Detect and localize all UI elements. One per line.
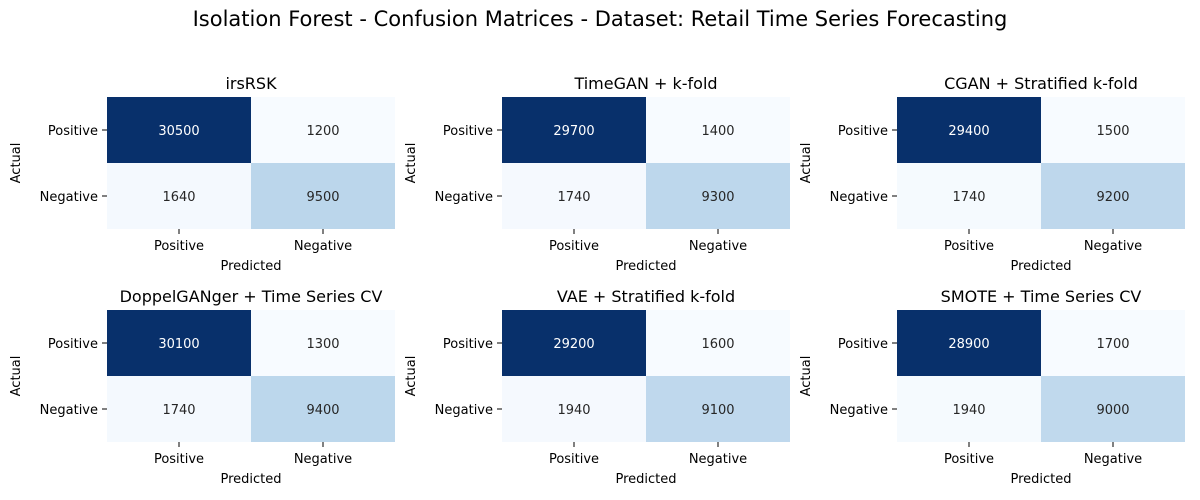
y-tick-label: Positive [838,124,888,139]
heatmap-cell [1041,376,1185,442]
heatmap-cell [107,163,251,229]
cell-value-label: 9100 [701,403,734,418]
cell-value-label: 9300 [701,190,734,205]
x-tick-label: Positive [549,452,599,467]
cell-value-label: 1740 [952,190,985,205]
x-tick-label: Positive [154,452,204,467]
cell-value-label: 29700 [553,124,594,139]
y-axis-label: Actual [404,356,419,397]
matrix-panel-2: TimeGAN + k-fold 29700 1400 1740 9300 Positiv… [404,74,790,274]
x-tick-label: Positive [549,239,599,254]
cell-value-label: 30500 [158,124,199,139]
x-axis-label: Predicted [615,472,676,487]
heatmap-cell [897,376,1041,442]
cell-value-label: 9200 [1096,190,1129,205]
y-tick-label: Negative [40,403,98,418]
y-axis-label: Actual [799,143,814,184]
matrix-panel-6: SMOTE + Time Series CV 28900 1700 1940 9000 P… [799,287,1185,487]
cell-value-label: 1940 [952,403,985,418]
x-axis-label: Predicted [220,472,281,487]
heatmap-cell [107,376,251,442]
cell-value-label: 29400 [948,124,989,139]
heatmap-cell [502,97,646,163]
y-tick-label: Negative [435,190,493,205]
panel-title: DoppelGANger + Time Series CV [120,287,383,306]
y-tick-label: Negative [40,190,98,205]
cell-value-label: 1740 [557,190,590,205]
matrix-panels: irsRSK 30500 1200 1640 9500 Positive Negative P… [9,74,1185,487]
heatmap-cell [1041,310,1185,376]
heatmap-cell [897,97,1041,163]
x-tick-label: Negative [294,452,352,467]
y-tick-label: Positive [443,337,493,352]
cell-value-label: 28900 [948,337,989,352]
x-tick-label: Negative [294,239,352,254]
y-axis-label: Actual [799,356,814,397]
cell-value-label: 1300 [306,337,339,352]
x-tick-label: Positive [154,239,204,254]
heatmap-cell [646,97,790,163]
heatmap-cell [107,97,251,163]
y-axis-label: Actual [9,356,24,397]
y-tick-label: Positive [838,337,888,352]
y-tick-label: Positive [443,124,493,139]
cell-value-label: 1740 [162,403,195,418]
panel-title: VAE + Stratified k-fold [557,287,735,306]
panel-title: irsRSK [225,74,277,93]
cell-value-label: 29200 [553,337,594,352]
x-axis-label: Predicted [1010,472,1071,487]
panel-title: SMOTE + Time Series CV [941,287,1142,306]
matrix-panel-5: VAE + Stratified k-fold 29200 1600 1940 9100… [404,287,790,487]
cell-value-label: 30100 [158,337,199,352]
heatmap-cell [646,163,790,229]
cell-value-label: 9000 [1096,403,1129,418]
panel-title: TimeGAN + k-fold [573,74,717,93]
heatmap-cell [502,310,646,376]
heatmap-cell [646,310,790,376]
heatmap-cell [107,310,251,376]
x-tick-label: Negative [689,239,747,254]
heatmap-cell [502,376,646,442]
cell-value-label: 1400 [701,124,734,139]
cell-value-label: 1200 [306,124,339,139]
x-axis-label: Predicted [615,259,676,274]
y-tick-label: Negative [435,403,493,418]
y-axis-label: Actual [9,143,24,184]
cell-value-label: 1940 [557,403,590,418]
cell-value-label: 1600 [701,337,734,352]
cell-value-label: 1500 [1096,124,1129,139]
panel-title: CGAN + Stratified k-fold [944,74,1138,93]
matrix-panel-3: CGAN + Stratified k-fold 29400 1500 1740 920… [799,74,1185,274]
heatmap-cell [251,310,395,376]
cell-value-label: 1640 [162,190,195,205]
x-axis-label: Predicted [220,259,281,274]
heatmap-cell [1041,163,1185,229]
x-tick-label: Positive [944,452,994,467]
cell-value-label: 9400 [306,403,339,418]
matrix-panel-1: irsRSK 30500 1200 1640 9500 Positive Negative P… [9,74,395,274]
heatmap-cell [897,310,1041,376]
y-axis-label: Actual [404,143,419,184]
y-tick-label: Positive [48,124,98,139]
x-tick-label: Negative [1084,239,1142,254]
x-tick-label: Negative [689,452,747,467]
heatmap-cell [251,163,395,229]
figure-title: Isolation Forest - Confusion Matrices - … [193,7,1008,31]
matrix-panel-4: DoppelGANger + Time Series CV 30100 1300 17… [9,287,395,487]
y-tick-label: Positive [48,337,98,352]
y-tick-label: Negative [830,403,888,418]
heatmap-cell [897,163,1041,229]
heatmap-cell [646,376,790,442]
x-tick-label: Negative [1084,452,1142,467]
heatmap-cell [1041,97,1185,163]
heatmap-cell [251,376,395,442]
cell-value-label: 9500 [306,190,339,205]
y-tick-label: Negative [830,190,888,205]
cell-value-label: 1700 [1096,337,1129,352]
heatmap-cell [502,163,646,229]
x-tick-label: Positive [944,239,994,254]
x-axis-label: Predicted [1010,259,1071,274]
heatmap-cell [251,97,395,163]
